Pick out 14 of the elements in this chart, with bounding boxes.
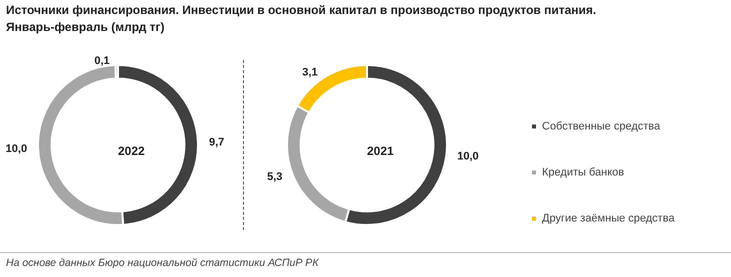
text: На основе данных Бюро национальной статистики АСПиР РК xyxy=(6,257,319,269)
text: 2022 xyxy=(118,144,146,158)
data-label: 3,1 xyxy=(302,66,318,78)
legend-label: Другие заёмные средства xyxy=(542,212,676,224)
legend-label: Кредиты банков xyxy=(542,166,624,178)
data-label: 10,0 xyxy=(457,150,479,162)
data-label: 0,1 xyxy=(94,55,110,68)
data-label: 5,3 xyxy=(267,171,282,184)
chart-subtitle: Январь-февраль (млрд тг) xyxy=(6,19,166,36)
data-label: 10,0 xyxy=(6,142,28,155)
data-label: 9,7 xyxy=(208,136,224,148)
text: Источники финансирования. Инвестиции в основной капитал в производство продуктов питания. xyxy=(6,2,596,19)
text: 2021 xyxy=(367,144,394,158)
legend-label: Собственные средства xyxy=(542,120,662,132)
